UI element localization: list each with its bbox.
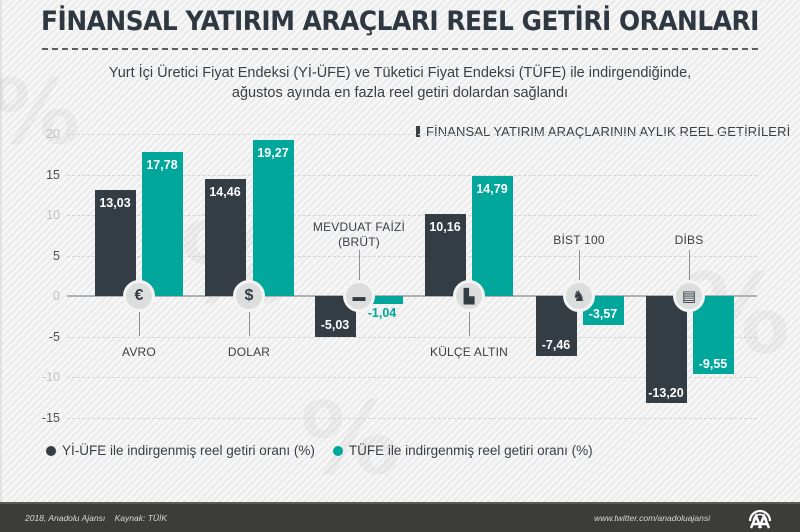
category-label-dibs: DİBS xyxy=(674,233,704,247)
gridline xyxy=(67,134,757,135)
footer: 2018, Anadolu Ajansı Kaynak: TÜİK www.tw… xyxy=(0,502,800,532)
document-icon: ▤ xyxy=(673,280,705,312)
bar-kulce-altin-tufe xyxy=(472,176,513,296)
footer-credit: 2018, Anadolu Ajansı Kaynak: TÜİK xyxy=(25,513,168,523)
ytick-0: 0 xyxy=(53,289,60,303)
value-label: -9,55 xyxy=(698,357,728,371)
label-stem xyxy=(249,312,250,336)
value-label: 19,27 xyxy=(257,146,289,160)
label-stem xyxy=(359,250,360,280)
category-label-line-2: (BRÜT) xyxy=(338,235,380,249)
bar-avro-tufe xyxy=(142,152,183,296)
bar-dolar-yiufe xyxy=(205,179,246,296)
bar-dolar-tufe xyxy=(253,140,294,296)
label-stem xyxy=(579,250,580,280)
gold-bars-icon: ▙ xyxy=(453,280,485,312)
chart-heading: FİNANSAL YATIRIM ARAÇLARININ AYLIK REEL … xyxy=(416,124,790,139)
zero-axis xyxy=(67,295,757,297)
category-label-kulce-altin: KÜLÇE ALTIN xyxy=(429,345,508,359)
legend: Yİ-ÜFE ile indirgenmiş reel getiri oranı… xyxy=(46,443,593,458)
dollar-icon: $ xyxy=(233,280,265,312)
subtitle-line-2: ağustos ayında en fazla reel getiri dola… xyxy=(231,85,569,101)
ytick-minus-15: -15 xyxy=(41,411,60,425)
category-label-bist100: BİST 100 xyxy=(553,233,605,247)
value-label: -3,57 xyxy=(588,307,618,321)
bar-dibs-tufe xyxy=(693,296,734,374)
legend-label: Yİ-ÜFE ile indirgenmiş reel getiri oranı… xyxy=(62,443,315,458)
gridline xyxy=(67,418,757,419)
value-label: 17,78 xyxy=(146,158,178,172)
title-divider xyxy=(42,48,758,50)
value-label: -5,03 xyxy=(320,318,350,332)
anadolu-agency-logo-icon xyxy=(748,509,772,529)
ytick-10: 10 xyxy=(46,208,60,222)
label-stem xyxy=(469,312,470,336)
footer-twitter-link[interactable]: www.twitter.com/anadoluajansi xyxy=(594,513,710,523)
bar-mevduat-tufe xyxy=(362,296,403,304)
ytick-20: 20 xyxy=(46,127,60,141)
label-stem xyxy=(689,250,690,280)
gridline xyxy=(67,175,757,176)
legend-label: TÜFE ile indirgenmiş reel getiri oranı (… xyxy=(348,443,593,458)
legend-item-tufe: TÜFE ile indirgenmiş reel getiri oranı (… xyxy=(332,443,593,458)
subtitle: Yurt İçi Üretici Fiyat Endeksi (Yİ-ÜFE) … xyxy=(0,63,800,103)
gridline xyxy=(67,337,757,338)
bar-dibs-yiufe xyxy=(646,296,687,403)
ytick-minus-5: -5 xyxy=(48,330,60,344)
euro-icon: € xyxy=(123,280,155,312)
ytick-15: 15 xyxy=(46,168,60,182)
category-label-mevduat: MEVDUAT FAİZİ (BRÜT) xyxy=(299,220,419,250)
page-title: FİNANSAL YATIRIM ARAÇLARI REEL GETİRİ OR… xyxy=(41,6,759,37)
category-label-line-1: MEVDUAT FAİZİ xyxy=(312,220,406,234)
gridline xyxy=(67,377,757,378)
legend-dot-dark-icon xyxy=(46,445,56,456)
value-label: 10,16 xyxy=(429,220,461,234)
ytick-5: 5 xyxy=(53,249,60,263)
bar-chart: 20 15 10 5 0 -5 -10 -15 13,03 17,78 € AV… xyxy=(41,127,757,425)
value-label: 14,79 xyxy=(476,182,508,196)
value-label: -7,46 xyxy=(541,338,571,352)
value-label: -1,04 xyxy=(367,306,397,320)
legend-item-yiufe: Yİ-ÜFE ile indirgenmiş reel getiri oranı… xyxy=(46,443,315,458)
category-label-avro: AVRO xyxy=(122,345,156,359)
category-label-dolar: DOLAR xyxy=(227,345,271,359)
value-label: 14,46 xyxy=(209,185,241,199)
bar-avro-yiufe xyxy=(95,190,136,296)
bull-icon: ♞ xyxy=(563,280,595,312)
value-label: -13,20 xyxy=(648,386,684,400)
label-stem xyxy=(139,312,140,336)
value-label: 13,03 xyxy=(99,196,131,210)
subtitle-line-1: Yurt İçi Üretici Fiyat Endeksi (Yİ-ÜFE) … xyxy=(108,65,692,81)
money-stack-icon: ▬ xyxy=(343,280,375,312)
gridline xyxy=(67,215,757,216)
chart-heading-text: FİNANSAL YATIRIM ARAÇLARININ AYLIK REEL … xyxy=(426,124,791,139)
heading-marker xyxy=(416,126,420,137)
legend-dot-teal-icon xyxy=(332,445,343,456)
ytick-minus-10: -10 xyxy=(41,370,60,384)
gridline xyxy=(67,256,757,257)
